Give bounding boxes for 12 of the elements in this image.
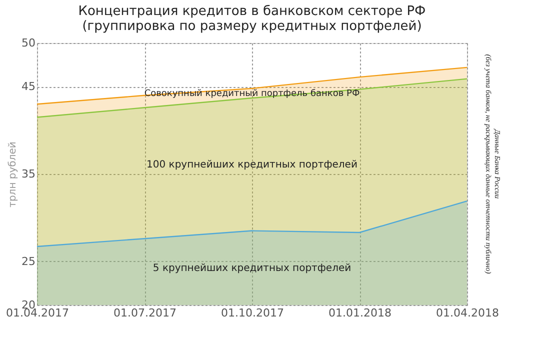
- series-label: 100 крупнейших кредитных портфелей: [146, 159, 358, 170]
- x-tick-label: 01.10.2017: [221, 306, 284, 320]
- y-tick-label: 25: [22, 254, 36, 268]
- y-axis-title: трлн рублей: [8, 142, 19, 208]
- chart-title: Концентрация кредитов в банковском секторе РФ (группировка по размеру кредитных портфелей): [78, 4, 426, 34]
- series-label: 5 крупнейших кредитных портфелей: [152, 262, 352, 274]
- x-tick-label: 01.01.2018: [328, 306, 392, 320]
- y-tick-label: 35: [22, 168, 36, 180]
- y-tick-label: 50: [22, 36, 36, 50]
- x-tick-label: 01.07.2017: [114, 306, 176, 320]
- y-tick-label: 45: [22, 80, 36, 94]
- x-tick-label: 01.04.2018: [436, 306, 499, 320]
